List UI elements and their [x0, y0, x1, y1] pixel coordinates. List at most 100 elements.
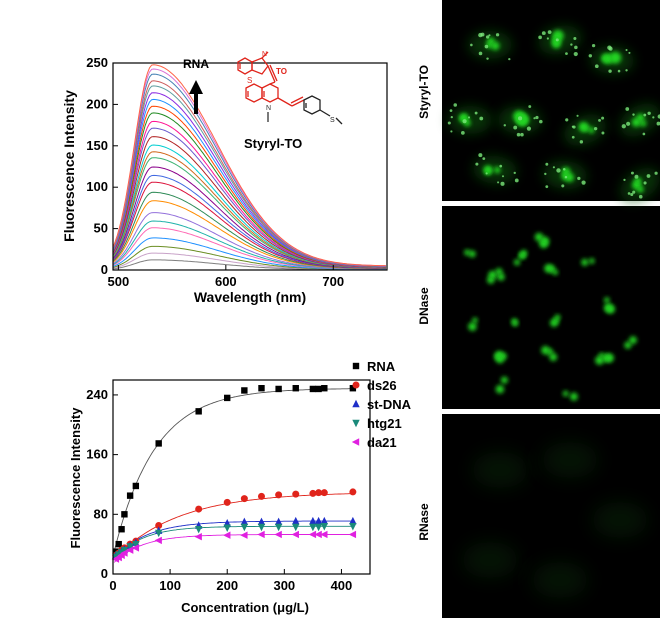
- data-point: [132, 482, 140, 490]
- data-point: [275, 385, 282, 393]
- data-point: [349, 488, 357, 496]
- binding-xlabel: Concentration (μg/L): [181, 600, 309, 615]
- svg-text:N: N: [266, 105, 271, 112]
- data-point: [320, 516, 329, 525]
- data-point: [120, 549, 128, 557]
- rna-arrow-label: RNA: [183, 57, 209, 71]
- data-point: [274, 523, 283, 532]
- y-tick-label: 0: [101, 262, 108, 277]
- data-point: [315, 385, 322, 393]
- data-point: [274, 517, 283, 525]
- data-point: [291, 530, 299, 539]
- data-point: [155, 522, 163, 529]
- microscopy-panels: Styryl-TO DNase RNase: [417, 0, 660, 618]
- data-point: [314, 516, 323, 525]
- data-point: [223, 498, 231, 506]
- panel-label-styryl-to: Styryl-TO: [417, 65, 431, 119]
- fit-curve: [113, 525, 353, 561]
- y-tick-label: 150: [86, 138, 108, 153]
- y-tick-label: 250: [86, 55, 108, 70]
- data-point: [320, 489, 328, 497]
- x-tick-label: 700: [322, 274, 344, 289]
- binding-plot-frame: [112, 379, 371, 575]
- fit-curve: [113, 534, 353, 563]
- data-point: [154, 529, 163, 538]
- spectra-ticks: 500 600 700 0 50 100 150 200 250: [86, 55, 344, 289]
- binding-chart: 0 100 200 300 400 0 80 160 240 Concentration (μg…: [68, 359, 412, 615]
- binding-ticks: 0 100 200 300 400 0 80 160 240: [86, 387, 352, 593]
- spectra-chart: 500 600 700 0 50 100 150 200 250 Wavelength (nm)…: [61, 51, 388, 305]
- data-point: [309, 489, 317, 497]
- data-point: [349, 523, 357, 531]
- y-tick-label: 100: [86, 179, 108, 194]
- legend-label: st-DNA: [367, 397, 412, 412]
- molecule-annotation: TO: [276, 67, 287, 76]
- spectrum-line: [112, 98, 386, 267]
- spectrum-line: [112, 73, 386, 267]
- binding-fit-curves: [113, 388, 353, 563]
- data-point: [257, 492, 265, 500]
- data-point: [315, 489, 323, 497]
- spectrum-line: [112, 105, 386, 268]
- spectra-curves: [112, 64, 386, 271]
- panel-dnase-image: [442, 206, 660, 409]
- panel-styryl-to-cells: [447, 25, 660, 203]
- data-point: [349, 385, 357, 392]
- y-tick-label: 0: [101, 566, 108, 581]
- x-tick-label: 100: [159, 578, 181, 593]
- data-point: [349, 516, 357, 525]
- spectra-plot-frame: [112, 62, 388, 271]
- data-point: [126, 543, 134, 551]
- molecule-label: Styryl-TO: [244, 136, 302, 151]
- y-tick-label: 80: [94, 506, 108, 521]
- data-point: [223, 531, 231, 539]
- styryl-to-molecule-icon: S N TO N S: [237, 51, 343, 125]
- legend-label: da21: [367, 435, 397, 450]
- legend-label: RNA: [367, 359, 396, 374]
- x-tick-label: 600: [215, 274, 237, 289]
- data-point: [292, 490, 300, 498]
- data-point: [154, 536, 162, 545]
- data-point: [320, 523, 329, 531]
- data-point: [257, 523, 266, 532]
- data-point: [125, 546, 134, 554]
- svg-text:N: N: [262, 51, 267, 58]
- data-point: [223, 524, 231, 532]
- data-point: [195, 505, 203, 513]
- data-point: [308, 530, 317, 539]
- data-point: [292, 516, 300, 525]
- x-tick-label: 200: [216, 578, 238, 593]
- data-point: [121, 511, 128, 518]
- data-point: [314, 530, 322, 539]
- spectra-ylabel: Fluorescence Intensity: [61, 90, 77, 242]
- data-point: [292, 523, 300, 532]
- data-point: [224, 394, 231, 402]
- data-point: [240, 495, 248, 503]
- up-arrow-icon: [189, 80, 203, 114]
- spectrum-line: [112, 64, 386, 267]
- panel-label-dnase: DNase: [417, 287, 431, 325]
- data-point: [275, 491, 283, 499]
- data-point: [257, 530, 265, 539]
- binding-points: [111, 385, 357, 563]
- data-point: [309, 385, 317, 393]
- panel-dnase-cells: [464, 232, 637, 401]
- legend-label: ds26: [367, 378, 397, 393]
- x-tick-label: 500: [108, 274, 130, 289]
- data-point: [314, 523, 323, 532]
- data-point: [258, 385, 265, 392]
- spectra-xlabel: Wavelength (nm): [194, 289, 306, 305]
- data-point: [126, 492, 134, 499]
- data-point: [155, 440, 162, 447]
- data-point: [309, 516, 317, 525]
- data-point: [240, 523, 249, 532]
- legend-label: htg21: [367, 416, 402, 431]
- svg-text:S: S: [330, 117, 335, 124]
- data-point: [195, 408, 202, 415]
- data-point: [132, 540, 140, 549]
- data-point: [321, 385, 328, 392]
- x-tick-label: 0: [109, 578, 116, 593]
- data-point: [194, 532, 202, 541]
- legend-marker: [352, 362, 360, 370]
